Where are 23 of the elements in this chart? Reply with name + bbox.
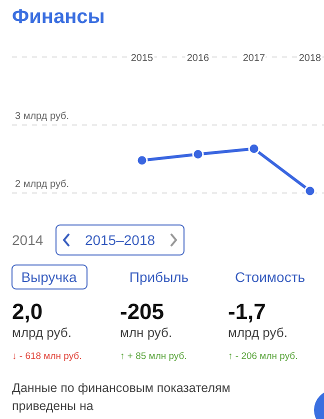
text: ↓ - 618 млн руб.: [12, 351, 82, 362]
chart-title: Финансы: [12, 6, 105, 28]
text: -1,7: [228, 299, 266, 324]
text: ↑ + 85 млн руб.: [120, 351, 187, 362]
x-tick-label: 2016: [186, 53, 210, 64]
text: -205: [120, 299, 164, 324]
text: Стоимость: [234, 269, 306, 285]
text: Прибыль: [129, 269, 189, 285]
text: приведены на: [12, 399, 94, 413]
text: Выручка: [21, 269, 77, 285]
x-tick-label: 2017: [242, 53, 266, 64]
text: Данные по финансовым показателям: [12, 381, 230, 395]
text: млрд руб.: [12, 325, 72, 340]
y-tick-label: 3 млрд руб.: [15, 111, 70, 122]
text: ↑ - 206 млн руб.: [228, 351, 298, 362]
y-tick-label: 2 млрд руб.: [15, 179, 70, 190]
text: млрд руб.: [228, 325, 288, 340]
x-tick-label: 2018: [298, 53, 322, 64]
text: 2014: [12, 232, 44, 248]
text: 2015–2018: [84, 232, 156, 248]
x-tick-label: 2015: [130, 53, 154, 64]
text: млн руб.: [120, 325, 172, 340]
text: 2,0: [12, 299, 43, 324]
